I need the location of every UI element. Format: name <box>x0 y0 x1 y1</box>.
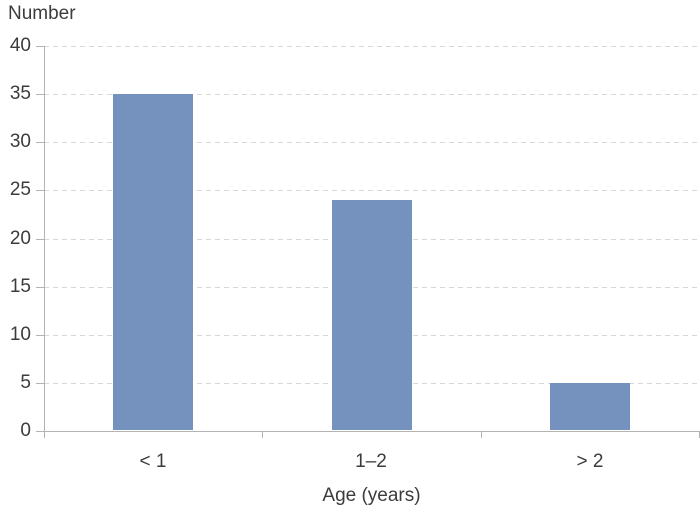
y-tick-label: 25 <box>9 179 31 200</box>
bar <box>332 200 412 430</box>
y-tick-label: 5 <box>20 372 31 393</box>
gridline <box>44 94 699 95</box>
y-tick-mark <box>36 46 44 47</box>
y-axis-line <box>44 46 45 432</box>
bar <box>113 94 193 430</box>
x-tick-label: < 1 <box>139 451 167 472</box>
y-tick-mark <box>36 335 44 336</box>
x-tick-mark <box>262 431 263 438</box>
y-tick-label: 30 <box>9 131 31 152</box>
y-tick-mark <box>36 431 44 432</box>
gridline <box>44 46 699 47</box>
x-tick-label: > 2 <box>576 451 604 472</box>
x-tick-mark <box>481 431 482 438</box>
y-tick-label: 35 <box>9 83 31 104</box>
y-tick-mark <box>36 142 44 143</box>
y-tick-label: 20 <box>9 228 31 249</box>
x-axis-title: Age (years) <box>322 485 421 505</box>
y-tick-mark <box>36 190 44 191</box>
gridline <box>44 190 699 191</box>
y-tick-label: 15 <box>9 276 31 297</box>
y-tick-mark <box>36 94 44 95</box>
y-tick-mark <box>36 287 44 288</box>
bar <box>550 383 630 430</box>
y-axis-title: Number <box>8 3 76 24</box>
y-tick-mark <box>36 383 44 384</box>
x-tick-label: 1–2 <box>355 451 387 472</box>
gridline <box>44 142 699 143</box>
x-axis-line <box>44 431 699 432</box>
y-tick-label: 0 <box>20 420 31 441</box>
y-tick-mark <box>36 239 44 240</box>
y-tick-label: 10 <box>9 324 31 345</box>
x-tick-mark <box>44 431 45 438</box>
y-tick-label: 40 <box>9 35 31 56</box>
